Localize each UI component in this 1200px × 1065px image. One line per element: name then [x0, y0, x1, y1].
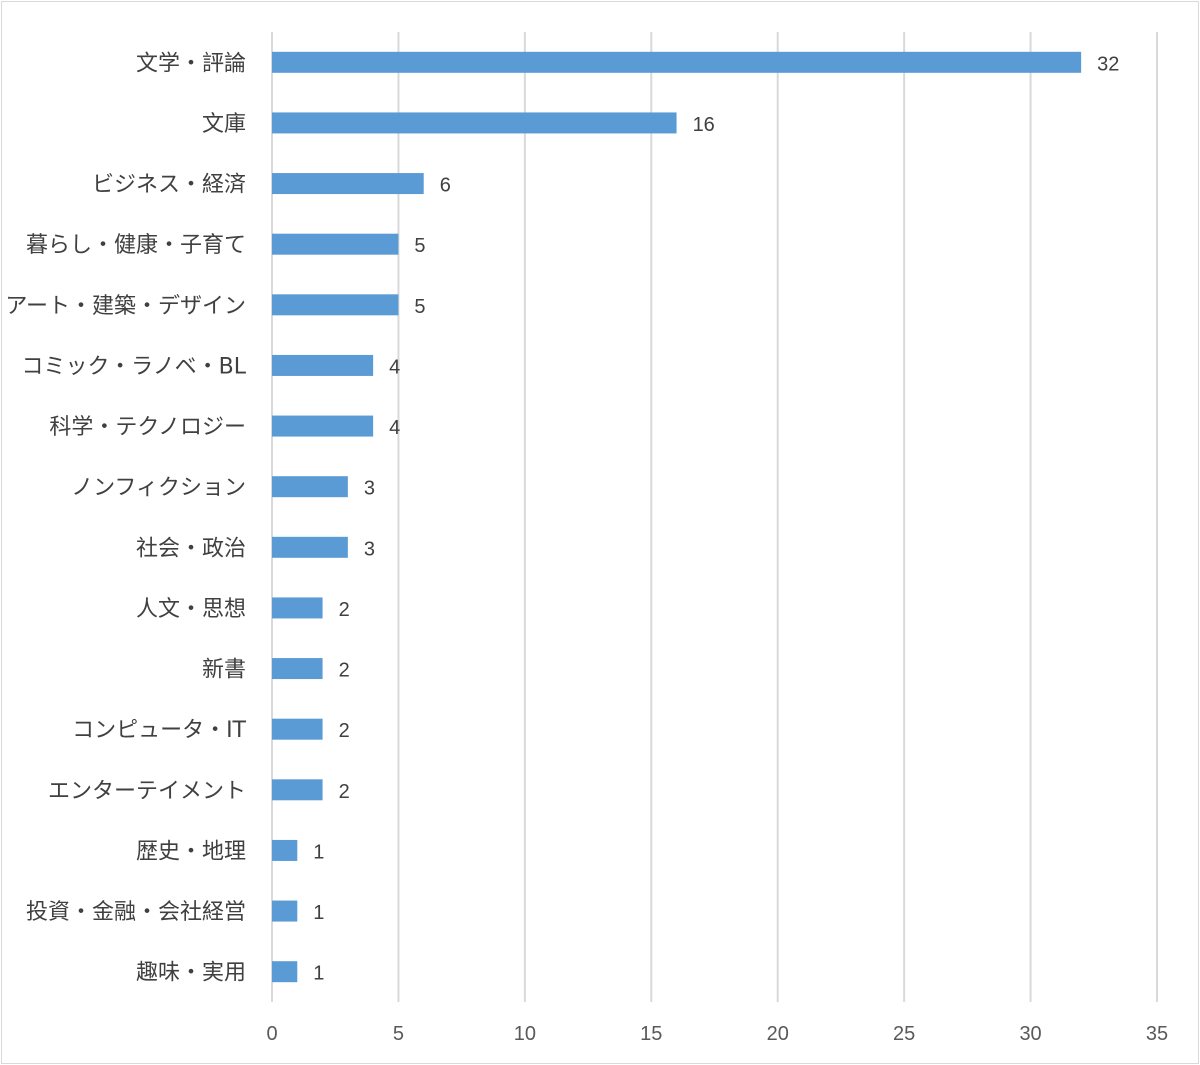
category-label: 趣味・実用 — [136, 961, 246, 986]
data-label: 5 — [414, 296, 425, 318]
data-label: 2 — [339, 660, 350, 682]
data-label: 3 — [364, 478, 375, 500]
x-tick-label: 35 — [1146, 1023, 1168, 1045]
category-label: アート・建築・デザイン — [5, 294, 246, 319]
x-tick-label: 25 — [893, 1023, 915, 1045]
bars — [272, 51, 1082, 983]
bar — [272, 536, 348, 558]
x-tick-label: 0 — [266, 1023, 277, 1045]
x-tick-label: 15 — [640, 1023, 662, 1045]
bar — [272, 112, 677, 134]
bar — [272, 415, 374, 437]
bar — [272, 718, 323, 740]
bar — [272, 839, 298, 861]
category-label: ノンフィクション — [71, 476, 246, 501]
bar — [272, 476, 348, 498]
bar — [272, 51, 1082, 73]
category-label: ビジネス・経済 — [92, 173, 246, 198]
category-label: エンターテイメント — [48, 779, 246, 804]
category-label: コンピュータ・IT — [72, 718, 246, 743]
x-tick-label: 20 — [767, 1023, 789, 1045]
category-labels: 文学・評論文庫ビジネス・経済暮らし・健康・子育てアート・建築・デザインコミック・… — [5, 51, 246, 985]
data-label: 32 — [1097, 53, 1119, 75]
category-label: 投資・金融・会社経営 — [26, 900, 246, 925]
data-label: 6 — [440, 175, 451, 197]
bar — [272, 233, 399, 255]
category-label: 科学・テクノロジー — [49, 415, 246, 440]
data-label: 1 — [313, 902, 324, 924]
category-label: 文学・評論 — [136, 51, 246, 76]
x-tick-label: 5 — [393, 1023, 404, 1045]
bar — [272, 900, 298, 922]
data-label: 4 — [389, 356, 400, 378]
bar — [272, 597, 323, 619]
category-label: 社会・政治 — [136, 536, 246, 561]
data-label: 16 — [693, 114, 715, 136]
data-label: 2 — [339, 781, 350, 803]
category-label: 暮らし・健康・子育て — [26, 233, 246, 258]
bar — [272, 658, 323, 680]
x-tick-label: 30 — [1019, 1023, 1041, 1045]
bar — [272, 354, 374, 376]
data-label: 2 — [339, 720, 350, 742]
category-label: コミック・ラノベ・BL — [22, 354, 247, 379]
category-label: 歴史・地理 — [136, 839, 246, 864]
bar — [272, 779, 323, 801]
data-label: 4 — [389, 417, 400, 439]
bar — [272, 173, 424, 195]
data-label: 1 — [313, 963, 324, 985]
data-label: 1 — [313, 841, 324, 863]
bar — [272, 961, 298, 983]
category-label: 人文・思想 — [136, 597, 246, 622]
category-label: 新書 — [202, 658, 246, 683]
x-tick-label: 10 — [514, 1023, 536, 1045]
category-label: 文庫 — [202, 112, 246, 137]
data-label: 3 — [364, 538, 375, 560]
bar — [272, 294, 399, 316]
data-label: 2 — [339, 599, 350, 621]
x-axis-tick-labels: 0 5 10 15 20 25 30 35 — [266, 1023, 1168, 1045]
data-label: 5 — [414, 235, 425, 257]
